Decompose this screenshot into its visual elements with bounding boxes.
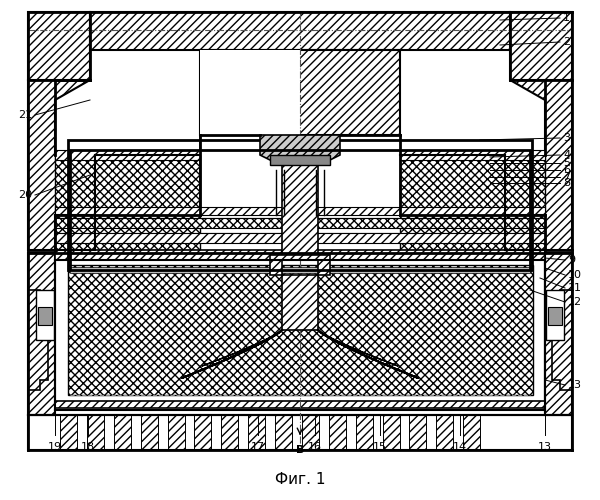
Text: 7: 7	[563, 172, 570, 182]
Bar	[140, 415, 158, 450]
Bar	[55, 155, 200, 250]
Bar	[68, 140, 532, 270]
Bar	[55, 233, 545, 243]
Text: 9: 9	[568, 255, 575, 265]
Text: 19: 19	[48, 442, 62, 452]
Bar	[70, 272, 530, 390]
Bar	[200, 50, 300, 135]
Bar	[167, 415, 185, 450]
Bar	[36, 290, 54, 340]
Text: 21: 21	[18, 110, 32, 120]
Text: 5: 5	[563, 158, 570, 168]
Bar	[114, 415, 131, 450]
Bar	[55, 218, 545, 228]
Bar	[194, 415, 211, 450]
Bar	[60, 415, 77, 450]
Text: 20: 20	[18, 190, 32, 200]
Text: 1: 1	[563, 13, 570, 23]
Text: 15: 15	[373, 442, 387, 452]
Polygon shape	[545, 253, 572, 415]
Bar	[68, 265, 533, 395]
Polygon shape	[270, 255, 330, 275]
Bar	[55, 233, 545, 238]
Bar	[221, 415, 238, 450]
Polygon shape	[260, 135, 340, 160]
Polygon shape	[28, 253, 55, 415]
Polygon shape	[510, 12, 572, 80]
Bar	[55, 250, 545, 260]
Polygon shape	[28, 290, 48, 390]
Polygon shape	[90, 12, 510, 50]
Bar	[302, 415, 319, 450]
Polygon shape	[28, 12, 90, 80]
Bar	[38, 307, 52, 325]
Text: 16: 16	[308, 442, 322, 452]
Text: В: В	[296, 445, 304, 455]
Bar	[55, 150, 200, 160]
Bar	[548, 307, 562, 325]
Text: 17: 17	[251, 442, 265, 452]
Bar	[55, 218, 545, 223]
Text: Фиг. 1: Фиг. 1	[275, 472, 325, 488]
Text: 18: 18	[81, 442, 95, 452]
Text: 10: 10	[568, 270, 582, 280]
Polygon shape	[545, 253, 572, 415]
Text: 3: 3	[563, 133, 570, 143]
Text: 11: 11	[568, 283, 582, 293]
Bar	[400, 155, 545, 250]
Bar	[546, 290, 564, 340]
Bar	[55, 207, 545, 215]
Polygon shape	[282, 275, 318, 330]
Text: 4: 4	[563, 150, 570, 160]
Text: 13: 13	[568, 380, 582, 390]
Text: 6: 6	[563, 165, 570, 175]
Bar	[463, 415, 480, 450]
Bar	[275, 415, 292, 450]
Polygon shape	[505, 80, 572, 250]
Bar	[87, 415, 104, 450]
Text: 8: 8	[563, 178, 570, 188]
Polygon shape	[270, 155, 330, 165]
Bar	[436, 415, 453, 450]
Bar	[248, 415, 265, 450]
Bar	[329, 415, 346, 450]
Text: 12: 12	[568, 297, 582, 307]
Text: 14: 14	[453, 442, 467, 452]
Bar	[383, 415, 400, 450]
Text: 13: 13	[538, 442, 552, 452]
Polygon shape	[200, 50, 400, 135]
Bar	[409, 415, 427, 450]
Polygon shape	[282, 165, 318, 260]
Bar	[400, 150, 545, 160]
Bar	[70, 267, 530, 273]
Bar	[28, 415, 572, 450]
Bar	[55, 401, 545, 408]
Polygon shape	[28, 80, 95, 250]
Polygon shape	[552, 290, 572, 390]
Bar	[356, 415, 373, 450]
Bar	[70, 150, 530, 270]
Text: 2: 2	[563, 37, 570, 47]
